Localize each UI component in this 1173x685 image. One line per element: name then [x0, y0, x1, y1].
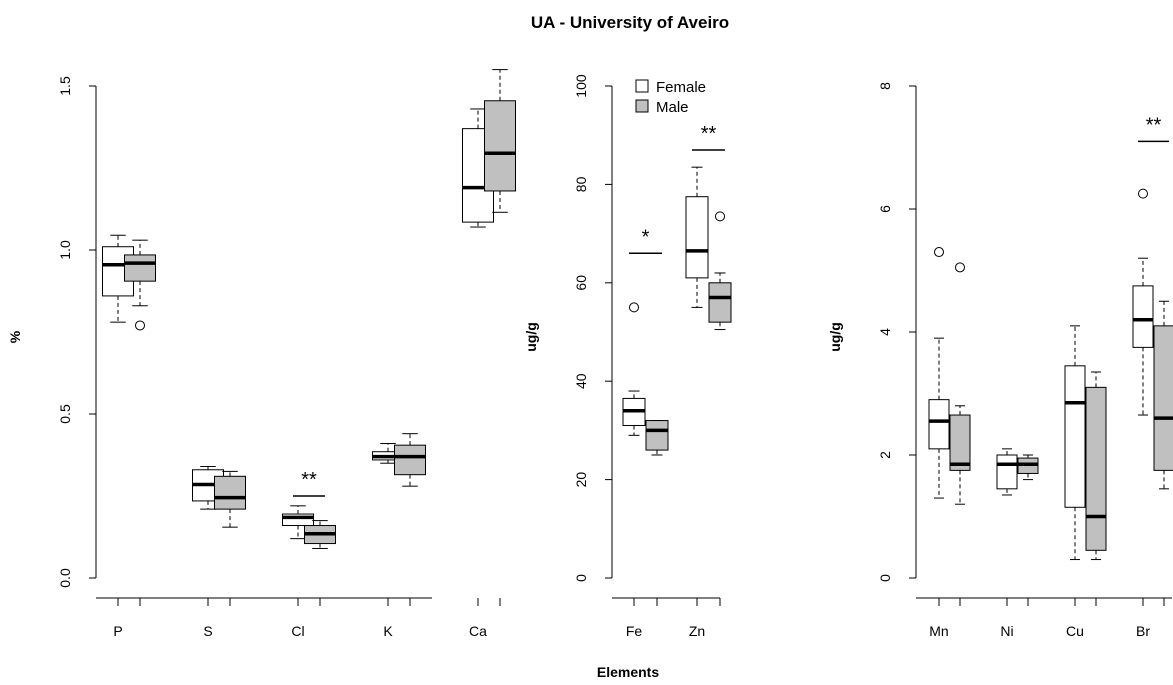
panel-1: 0.0 0.5 1.0 1.5% P S Cl K Ca **	[7, 69, 516, 639]
box-iqr	[928, 399, 950, 450]
box-iqr	[1132, 285, 1154, 348]
x-tick-label-mn: Mn	[929, 623, 948, 639]
x-tick-label-ni: Ni	[1000, 623, 1013, 639]
box-female-br	[1132, 188, 1154, 416]
outlier-point	[955, 262, 965, 273]
y-tick-label: 1.0	[57, 240, 73, 260]
box-female-cl	[282, 505, 314, 540]
y-tick-label: 2	[877, 451, 893, 459]
box-iqr	[124, 254, 156, 282]
x-tick-label-p: P	[113, 623, 122, 639]
box-iqr	[685, 196, 709, 279]
x-axis-label: Elements	[597, 664, 659, 680]
box-iqr	[996, 454, 1018, 490]
x-tick-label-cu: Cu	[1066, 623, 1084, 639]
outlier-point	[934, 247, 944, 258]
box-iqr	[484, 100, 516, 192]
box-female-mn	[928, 247, 950, 499]
box-female-fe	[622, 302, 646, 436]
y-tick-label: 60	[573, 275, 589, 291]
box-male-zn	[708, 211, 732, 331]
box-male-ni	[1017, 454, 1039, 481]
box-male-p	[124, 239, 156, 331]
box-male-br	[1153, 300, 1173, 490]
box-iqr	[214, 475, 246, 510]
panels: 0.00.51.01.5%P S Cl K Ca**020406080100ug/gFe…	[7, 69, 1173, 639]
y-tick-label: 20	[573, 472, 589, 488]
box-male-ca	[484, 69, 516, 213]
y-tick-label: 80	[573, 176, 589, 192]
x-tick-label-s: S	[203, 623, 212, 639]
y-tick-label: 0.5	[57, 404, 73, 424]
y-tick-label: 0	[877, 574, 893, 582]
y-tick-label: 8	[877, 82, 893, 90]
significance-label: *	[642, 226, 650, 248]
box-female-cu	[1064, 325, 1086, 561]
box-iqr	[1085, 386, 1107, 551]
box-female-ni	[996, 448, 1018, 496]
box-iqr	[394, 444, 426, 476]
y-tick-label: 4	[877, 328, 893, 336]
box-male-cl	[304, 520, 336, 549]
y-tick-label: 1.5	[57, 76, 73, 96]
box-iqr	[708, 282, 732, 323]
outlier-point	[629, 302, 639, 313]
box-male-k	[394, 433, 426, 487]
figure-title: UA - University of Aveiro	[531, 13, 729, 32]
y-tick-label: 0	[573, 574, 589, 582]
x-tick-label-ca: Ca	[469, 623, 487, 639]
legend: Female Male	[635, 79, 706, 116]
box-iqr	[282, 513, 314, 527]
box-iqr	[645, 420, 669, 451]
outlier-point	[715, 211, 725, 222]
legend-female-label: Female	[656, 79, 706, 96]
legend-male-swatch	[635, 99, 649, 113]
y-axis-label: %	[7, 330, 23, 343]
y-tick-label: 100	[573, 74, 589, 98]
x-tick-label-k: K	[383, 623, 393, 639]
box-male-s	[214, 470, 246, 528]
box-female-zn	[685, 166, 709, 308]
box-iqr	[1064, 365, 1086, 508]
significance-label: **	[701, 123, 717, 145]
x-tick-label-zn: Zn	[689, 623, 705, 639]
significance-label: **	[1146, 114, 1162, 136]
box-male-mn	[949, 262, 971, 505]
y-axis-label: ug/g	[827, 322, 843, 352]
x-tick-label-cl: Cl	[291, 623, 304, 639]
box-male-fe	[645, 420, 669, 456]
box-male-cu	[1085, 371, 1107, 561]
outlier-point	[135, 320, 145, 331]
y-tick-label: 40	[573, 373, 589, 389]
x-tick-label-br: Br	[1136, 623, 1150, 639]
x-tick-label-fe: Fe	[626, 623, 643, 639]
outlier-point	[1138, 188, 1148, 199]
y-tick-label: 6	[877, 205, 893, 213]
legend-female-swatch	[635, 79, 649, 93]
y-axis-label: ug/g	[523, 322, 539, 352]
box-iqr	[949, 414, 971, 471]
y-tick-label: 0.0	[57, 568, 73, 588]
box-iqr	[1153, 325, 1173, 471]
panel-3: 0 2 4 6 8 ug/g Mn Ni Cu Br **	[827, 82, 1173, 639]
significance-label: **	[301, 469, 317, 491]
legend-male-label: Male	[656, 99, 689, 116]
